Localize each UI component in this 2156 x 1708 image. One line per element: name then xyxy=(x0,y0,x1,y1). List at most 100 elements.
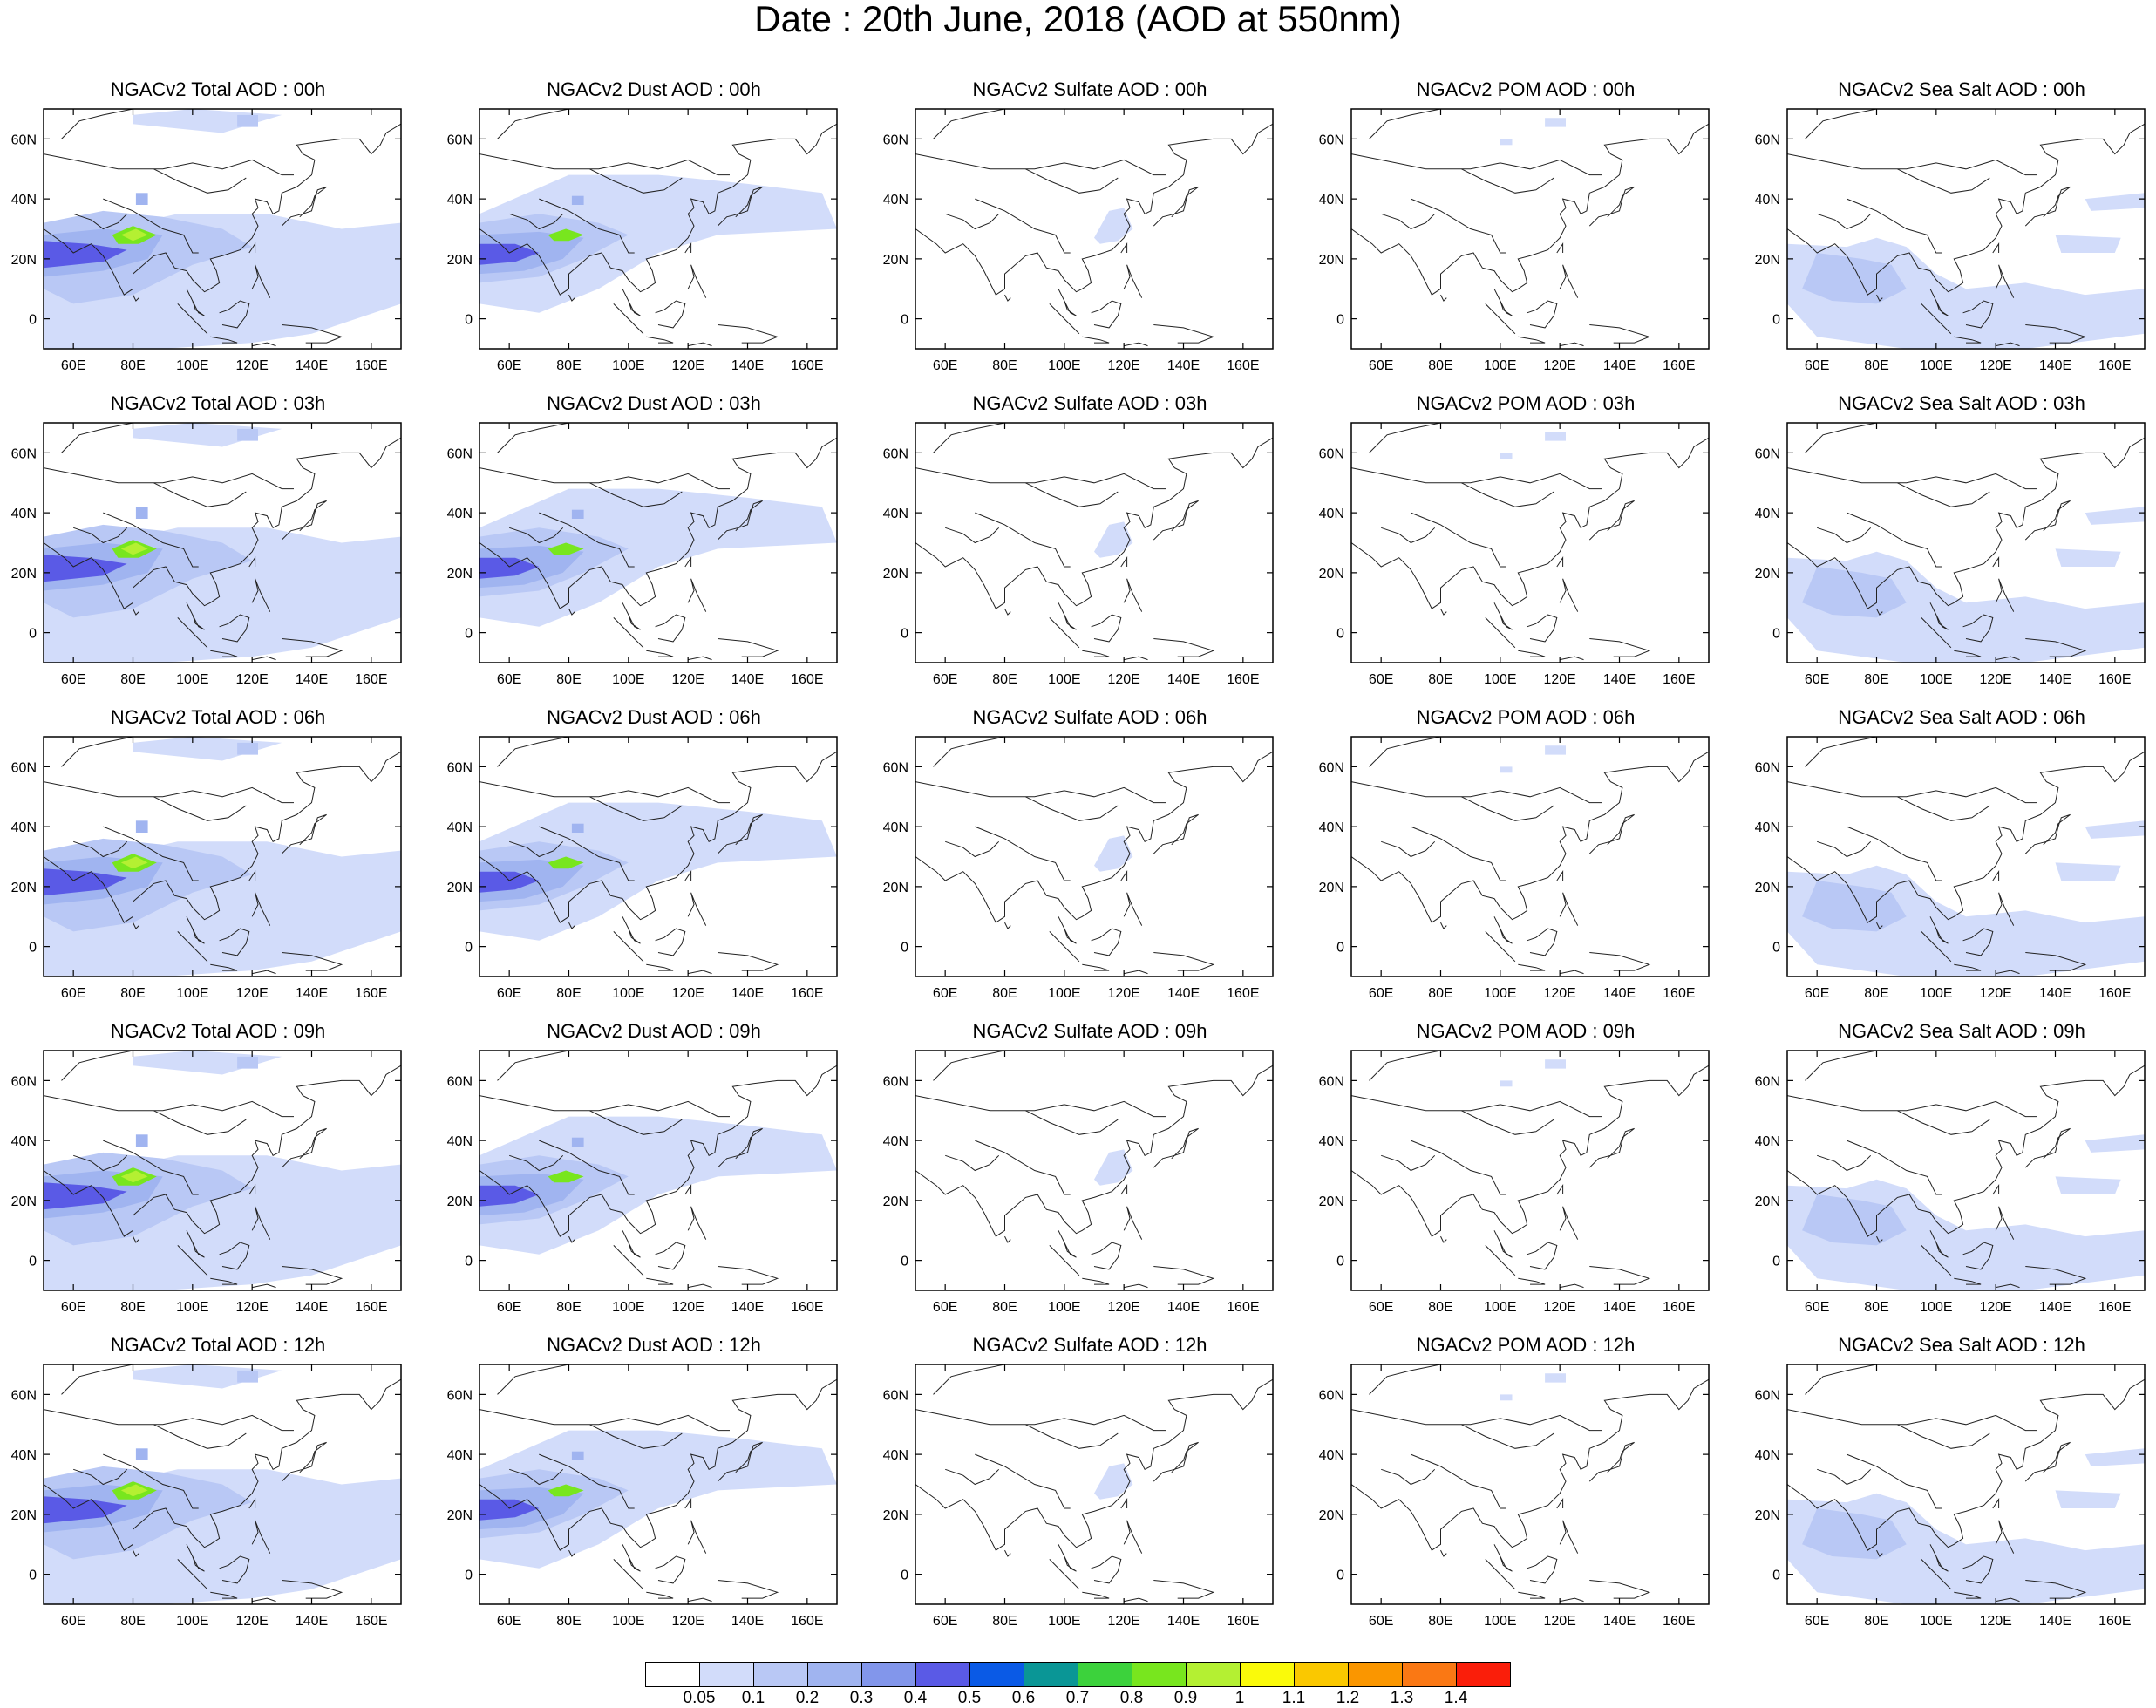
map-panel-total-12h: 60E 80E 100E 120E 140E 160E 60N 40N 20N 0 NGACv2 T… xyxy=(0,1334,436,1639)
y-tick-label: 40N xyxy=(11,507,37,521)
aod-field xyxy=(2085,1134,2145,1153)
panel-title: NGACv2 Sea Salt AOD : 12h xyxy=(1838,1334,2085,1356)
aod-field xyxy=(44,1496,127,1524)
y-tick-label: 20N xyxy=(1755,1508,1780,1523)
panel-title: NGACv2 Dust AOD : 09h xyxy=(547,1020,761,1042)
aod-field xyxy=(1802,1194,1907,1246)
map-plot: 60E 80E 100E 120E 140E 160E 60N 40N 20N 0 xyxy=(1755,108,2146,373)
colorbar-tick-label: 0.2 xyxy=(795,1689,820,1707)
y-tick-label: 60N xyxy=(11,133,37,147)
map-panel-pom-12h: 60E 80E 100E 120E 140E 160E 60N 40N 20N 0 NGACv2 P… xyxy=(1308,1334,1744,1639)
aod-field xyxy=(479,871,540,893)
y-tick-label: 60N xyxy=(447,1074,473,1089)
x-tick-label: 100E xyxy=(1920,358,1952,373)
x-tick-label: 100E xyxy=(1048,986,1080,1001)
x-tick-label: 160E xyxy=(355,1300,387,1315)
x-tick-label: 120E xyxy=(1543,358,1575,373)
y-tick-label: 60N xyxy=(447,446,473,461)
panel-title: NGACv2 Dust AOD : 12h xyxy=(547,1334,761,1356)
x-tick-label: 120E xyxy=(1543,672,1575,687)
x-tick-label: 80E xyxy=(1428,1614,1452,1629)
colorbar-tick-label: 0.6 xyxy=(1011,1689,1036,1707)
x-tick-label: 160E xyxy=(1227,986,1259,1001)
y-tick-label: 0 xyxy=(465,941,473,956)
x-tick-label: 100E xyxy=(1048,1300,1080,1315)
y-tick-label: 0 xyxy=(465,1569,473,1583)
y-tick-label: 0 xyxy=(29,941,37,956)
y-tick-label: 0 xyxy=(901,313,908,328)
x-tick-label: 140E xyxy=(2039,672,2071,687)
x-tick-label: 80E xyxy=(1428,1300,1452,1315)
panel-title: NGACv2 Sea Salt AOD : 06h xyxy=(1838,706,2085,728)
aod-field xyxy=(1500,139,1513,146)
map-panel-pom-00h: 60E 80E 100E 120E 140E 160E 60N 40N 20N 0 NGACv2 P… xyxy=(1308,78,1744,384)
y-tick-label: 0 xyxy=(29,1255,37,1269)
y-tick-label: 0 xyxy=(29,627,37,642)
x-tick-label: 120E xyxy=(235,358,268,373)
aod-field xyxy=(1094,1463,1133,1500)
x-tick-label: 60E xyxy=(1805,672,1829,687)
aod-field xyxy=(479,1185,540,1207)
panel-title: NGACv2 Sulfate AOD : 12h xyxy=(972,1334,1207,1356)
map-panel-seasalt-12h: 60E 80E 100E 120E 140E 160E 60N 40N 20N 0 NGACv2 S… xyxy=(1744,1334,2156,1639)
x-tick-label: 60E xyxy=(61,358,85,373)
y-tick-label: 0 xyxy=(901,627,908,642)
x-tick-label: 80E xyxy=(1428,986,1452,1001)
aod-field xyxy=(2055,1176,2121,1194)
x-tick-label: 160E xyxy=(2098,358,2131,373)
x-tick-label: 100E xyxy=(1920,986,1952,1001)
map-panel-sulfate-03h: 60E 80E 100E 120E 140E 160E 60N 40N 20N 0 NGACv2 S… xyxy=(872,392,1308,697)
x-tick-label: 60E xyxy=(933,986,957,1001)
x-tick-label: 140E xyxy=(2039,358,2071,373)
colorbar-box xyxy=(1348,1662,1403,1687)
x-tick-label: 80E xyxy=(120,672,145,687)
y-tick-label: 40N xyxy=(1319,193,1344,208)
panel-title: NGACv2 POM AOD : 09h xyxy=(1416,1020,1636,1042)
aod-field xyxy=(2055,1490,2121,1508)
y-tick-label: 20N xyxy=(447,881,473,895)
x-tick-label: 60E xyxy=(61,986,85,1001)
x-tick-label: 120E xyxy=(235,1300,268,1315)
aod-field xyxy=(135,1134,148,1147)
y-tick-label: 0 xyxy=(1336,627,1344,642)
x-tick-label: 140E xyxy=(1167,1614,1200,1629)
colorbar-box xyxy=(1078,1662,1132,1687)
x-tick-label: 80E xyxy=(1864,986,1888,1001)
map-panel-dust-12h: 60E 80E 100E 120E 140E 160E 60N 40N 20N 0 NGACv2 D… xyxy=(436,1334,872,1639)
colorbar-box xyxy=(1132,1662,1187,1687)
map-plot: 60E 80E 100E 120E 140E 160E 60N 40N 20N 0 xyxy=(447,1050,838,1315)
x-tick-label: 120E xyxy=(235,986,268,1001)
map-panel-sulfate-12h: 60E 80E 100E 120E 140E 160E 60N 40N 20N 0 NGACv2 S… xyxy=(872,1334,1308,1639)
x-tick-label: 80E xyxy=(992,672,1017,687)
aod-field xyxy=(1802,567,1907,618)
map-plot: 60E 80E 100E 120E 140E 160E 60N 40N 20N 0 xyxy=(1319,422,1710,687)
y-tick-label: 60N xyxy=(1755,1388,1780,1403)
x-tick-label: 140E xyxy=(731,672,764,687)
x-tick-label: 120E xyxy=(1979,1614,2011,1629)
aod-field xyxy=(479,243,540,265)
colorbar-box xyxy=(807,1662,862,1687)
x-tick-label: 160E xyxy=(1663,1300,1695,1315)
x-tick-label: 60E xyxy=(933,672,957,687)
colorbar-tick-label: 1 xyxy=(1234,1689,1245,1707)
x-tick-label: 60E xyxy=(933,1614,957,1629)
y-tick-label: 60N xyxy=(447,133,473,147)
x-tick-label: 120E xyxy=(235,672,268,687)
x-tick-label: 60E xyxy=(1369,1614,1393,1629)
aod-field xyxy=(1500,453,1513,459)
x-tick-label: 60E xyxy=(61,672,85,687)
aod-field xyxy=(44,241,127,269)
x-tick-label: 120E xyxy=(1543,1614,1575,1629)
map-plot: 60E 80E 100E 120E 140E 160E 60N 40N 20N 0 xyxy=(447,1364,838,1629)
x-tick-label: 160E xyxy=(1663,672,1695,687)
map-panel-seasalt-09h: 60E 80E 100E 120E 140E 160E 60N 40N 20N 0 NGACv2 S… xyxy=(1744,1020,2156,1325)
y-tick-label: 20N xyxy=(883,881,908,895)
x-tick-label: 100E xyxy=(612,1614,644,1629)
colorbar-tick-label: 0.05 xyxy=(683,1689,716,1707)
aod-field xyxy=(237,114,258,127)
panel-title: NGACv2 POM AOD : 12h xyxy=(1416,1334,1636,1356)
y-tick-label: 20N xyxy=(1755,253,1780,268)
colorbar-box xyxy=(1402,1662,1457,1687)
aod-field xyxy=(2055,235,2121,253)
colorbar-box xyxy=(1240,1662,1295,1687)
